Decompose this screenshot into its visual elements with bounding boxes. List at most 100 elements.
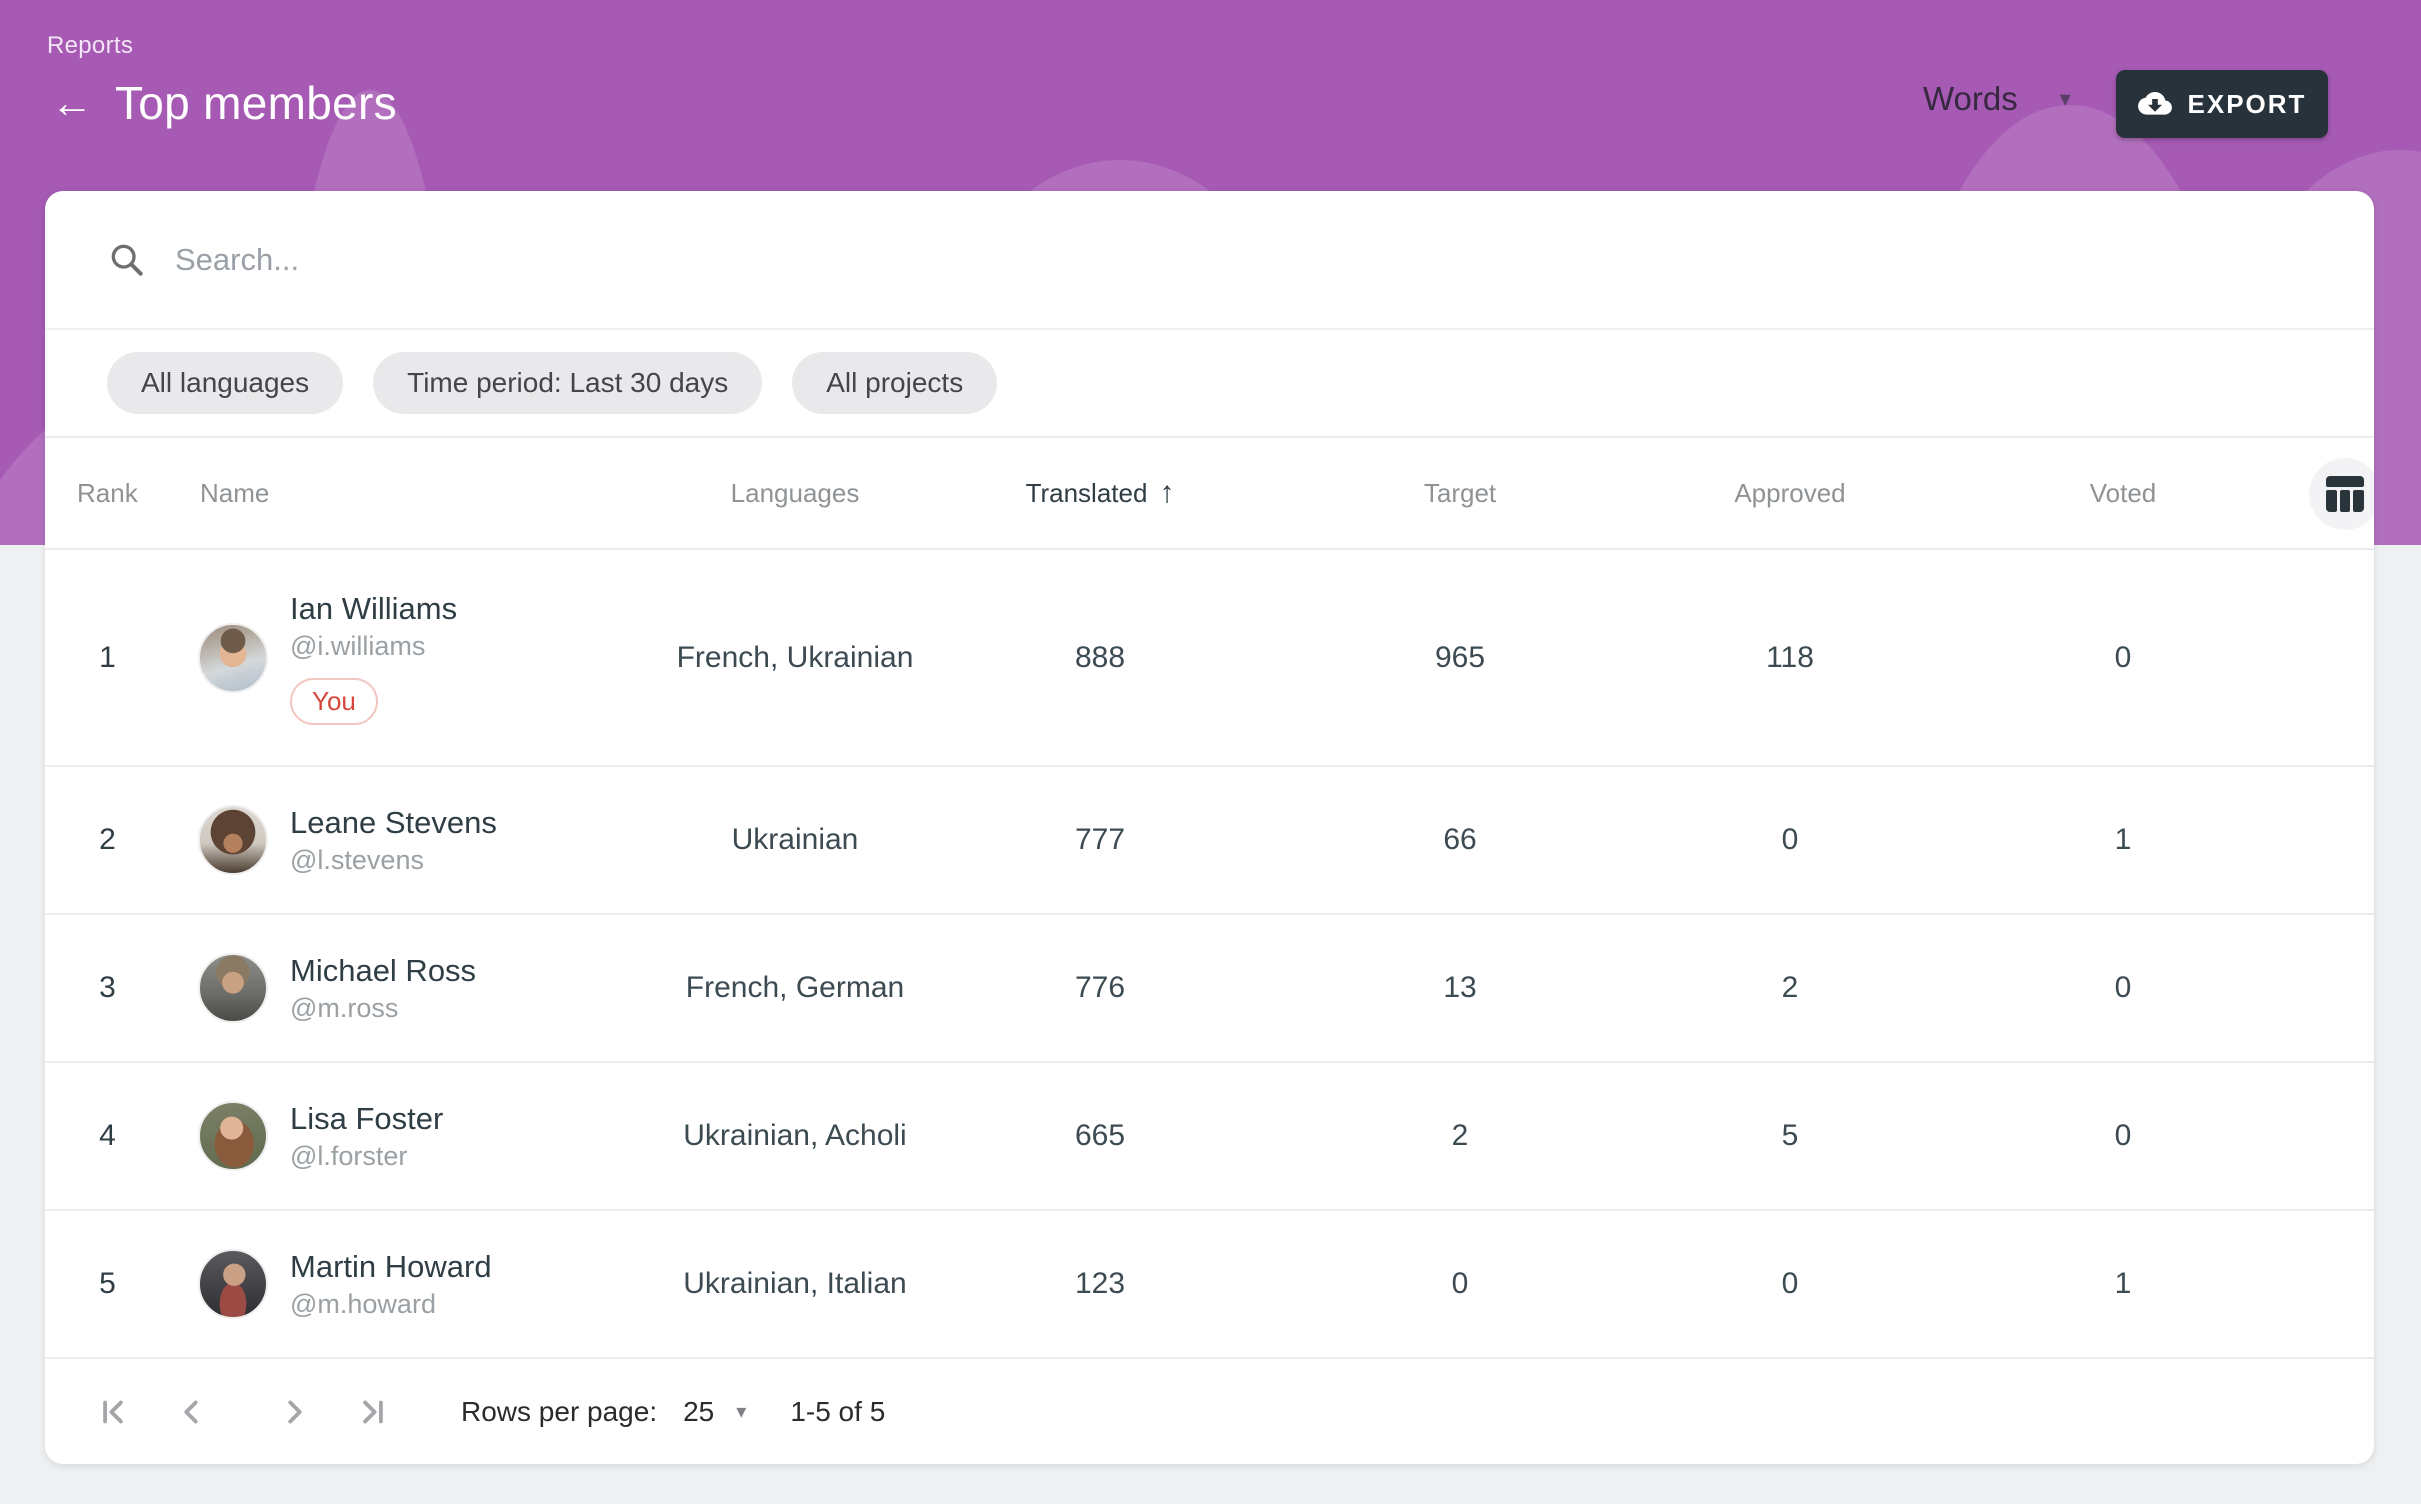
caret-down-icon: ▾ <box>736 1401 747 1423</box>
member-rank: 2 <box>99 823 116 856</box>
previous-page-button[interactable] <box>167 1388 215 1436</box>
member-languages: Ukrainian <box>731 823 859 856</box>
member-target: 2 <box>1451 1119 1469 1152</box>
column-settings-button[interactable] <box>2309 458 2374 530</box>
last-page-icon <box>363 1400 383 1423</box>
unit-dropdown[interactable]: Words ▾ <box>1923 80 2071 118</box>
filter-chip-time-period[interactable]: Time period: Last 30 days <box>373 352 763 414</box>
avatar <box>198 953 268 1023</box>
member-target: 0 <box>1451 1267 1469 1300</box>
member-approved: 2 <box>1781 971 1799 1004</box>
chevron-right-icon <box>288 1400 302 1423</box>
breadcrumb-reports[interactable]: Reports <box>47 32 134 59</box>
last-page-button[interactable] <box>349 1388 397 1436</box>
table-columns-icon <box>2326 476 2364 512</box>
member-username: @i.williams <box>290 630 426 661</box>
member-voted: 1 <box>2114 1267 2132 1300</box>
cloud-download-icon <box>2137 92 2172 115</box>
member-voted: 0 <box>2114 971 2132 1004</box>
column-header-voted[interactable]: Voted <box>2089 477 2157 508</box>
member-approved: 118 <box>1766 640 1814 674</box>
filter-chips: All languages Time period: Last 30 days … <box>45 330 2374 438</box>
member-username: @l.forster <box>290 1140 408 1171</box>
avatar <box>198 622 268 693</box>
avatar <box>198 1249 268 1319</box>
rows-per-page-value: 25 <box>683 1395 715 1427</box>
member-username: @m.ross <box>290 992 399 1023</box>
member-translated: 776 <box>1074 971 1126 1004</box>
member-target: 13 <box>1443 971 1477 1004</box>
member-translated: 665 <box>1074 1119 1126 1152</box>
member-target: 965 <box>1434 640 1486 674</box>
member-approved: 0 <box>1781 823 1799 856</box>
first-page-icon <box>103 1400 123 1423</box>
table-row: 1 Ian Williams @i.williams You French, U… <box>45 550 2374 767</box>
column-header-rank[interactable]: Rank <box>77 477 138 508</box>
member-name: Michael Ross <box>290 952 477 988</box>
member-cell: Lisa Foster @l.forster <box>170 1101 620 1172</box>
pagination-bar: Rows per page: 25 ▾ 1-5 of 5 <box>45 1359 2374 1464</box>
avatar <box>198 1101 268 1171</box>
avatar <box>198 805 268 875</box>
member-translated: 123 <box>1074 1267 1126 1300</box>
page-title: Top members <box>115 77 397 129</box>
member-approved: 5 <box>1781 1119 1799 1152</box>
column-header-languages[interactable]: Languages <box>730 477 860 508</box>
member-languages: Ukrainian, Italian <box>683 1267 907 1300</box>
table-row: 3 Michael Ross @m.ross French, German 77… <box>45 915 2374 1063</box>
column-header-approved[interactable]: Approved <box>1734 477 1846 508</box>
column-header-translated-label: Translated <box>1025 477 1148 508</box>
you-badge: You <box>290 677 378 725</box>
table-row: 4 Lisa Foster @l.forster Ukrainian, Acho… <box>45 1063 2374 1211</box>
member-rank: 1 <box>99 640 116 674</box>
column-header-translated[interactable]: Translated ↑ <box>970 476 1230 510</box>
member-cell: Leane Stevens @l.stevens <box>170 805 620 876</box>
member-voted: 0 <box>2114 1119 2132 1152</box>
unit-dropdown-value: Words <box>1923 80 2018 117</box>
search-input[interactable] <box>175 241 1775 278</box>
table-row: 5 Martin Howard @m.howard Ukrainian, Ita… <box>45 1211 2374 1359</box>
table-header: Rank Name Languages Translated ↑ Target … <box>45 438 2374 550</box>
filter-chip-projects[interactable]: All projects <box>792 352 998 414</box>
member-username: @m.howard <box>290 1288 436 1319</box>
title-row: ← Top members <box>47 76 397 130</box>
table-row: 2 Leane Stevens @l.stevens Ukrainian 777… <box>45 767 2374 915</box>
member-target: 66 <box>1443 823 1477 856</box>
member-name: Martin Howard <box>290 1248 492 1284</box>
column-header-name[interactable]: Name <box>200 477 270 508</box>
member-languages: Ukrainian, Acholi <box>683 1119 907 1152</box>
member-voted: 0 <box>2114 640 2132 674</box>
back-arrow-icon[interactable]: ← <box>51 79 93 126</box>
member-voted: 1 <box>2114 823 2132 856</box>
member-name: Leane Stevens <box>290 804 497 840</box>
sort-ascending-icon: ↑ <box>1159 476 1175 509</box>
member-rank: 4 <box>99 1119 116 1152</box>
column-header-target[interactable]: Target <box>1423 477 1497 508</box>
filter-chip-languages[interactable]: All languages <box>107 352 344 414</box>
member-cell: Ian Williams @i.williams You <box>170 591 620 725</box>
member-approved: 0 <box>1781 1267 1799 1300</box>
member-rank: 5 <box>99 1267 116 1300</box>
report-card: All languages Time period: Last 30 days … <box>45 191 2374 1464</box>
chevron-left-icon <box>184 1400 198 1423</box>
member-cell: Martin Howard @m.howard <box>170 1249 620 1320</box>
member-name: Lisa Foster <box>290 1100 444 1136</box>
rows-per-page-select[interactable]: 25 ▾ <box>683 1396 746 1428</box>
member-rank: 3 <box>99 971 116 1004</box>
member-translated: 888 <box>1074 640 1126 674</box>
export-button-label: EXPORT <box>2187 88 2307 119</box>
caret-down-icon: ▾ <box>2059 86 2071 111</box>
member-translated: 777 <box>1074 823 1126 856</box>
next-page-button[interactable] <box>271 1388 319 1436</box>
member-username: @l.stevens <box>290 844 424 875</box>
member-languages: French, Ukrainian <box>676 640 914 674</box>
member-name: Ian Williams <box>290 590 458 626</box>
export-button[interactable]: EXPORT <box>2116 70 2328 138</box>
member-languages: French, German <box>685 971 905 1004</box>
member-cell: Michael Ross @m.ross <box>170 953 620 1024</box>
search-icon <box>111 244 143 276</box>
first-page-button[interactable] <box>89 1388 137 1436</box>
search-bar <box>45 191 2374 330</box>
rows-per-page-label: Rows per page: <box>461 1395 658 1427</box>
pagination-range: 1-5 of 5 <box>790 1395 886 1427</box>
